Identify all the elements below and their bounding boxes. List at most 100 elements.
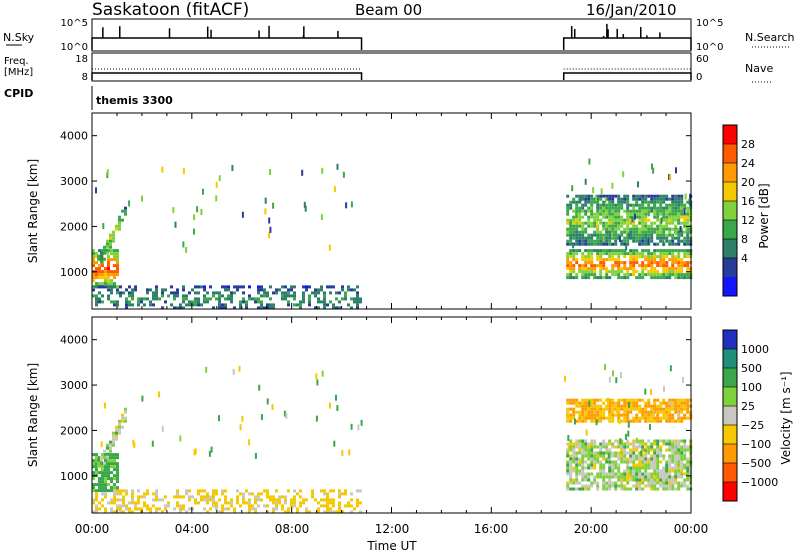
echo-cell xyxy=(647,463,651,467)
echo-cell xyxy=(617,273,621,277)
echo-cell xyxy=(193,449,196,456)
echo-cell xyxy=(278,498,281,502)
echo-cell xyxy=(680,227,684,231)
echo-cell xyxy=(638,264,642,268)
echo-cell xyxy=(632,224,636,228)
echo-cell xyxy=(599,252,603,256)
echo-cell xyxy=(602,439,606,443)
echo-cell xyxy=(686,466,690,470)
echo-cell xyxy=(581,239,585,243)
echo-cell xyxy=(287,303,290,307)
echo-cell xyxy=(596,451,600,455)
echo-cell xyxy=(596,227,600,231)
echo-cell xyxy=(683,242,687,246)
echo-cell xyxy=(98,282,101,286)
echo-cell xyxy=(623,454,627,458)
echo-cell xyxy=(617,203,621,207)
echo-cell xyxy=(200,303,203,307)
echo-cell xyxy=(109,446,112,450)
echo-cell xyxy=(572,252,576,256)
echo-cell xyxy=(95,510,98,514)
echo-cell xyxy=(323,489,326,493)
echo-cell xyxy=(632,484,636,488)
echo-cell xyxy=(263,504,266,508)
echo-cell xyxy=(629,466,633,470)
echo-cell xyxy=(605,206,609,210)
echo-cell xyxy=(569,401,573,405)
echo-cell xyxy=(182,285,185,289)
echo-cell xyxy=(647,227,651,231)
echo-cell xyxy=(314,306,317,310)
echo-cell xyxy=(299,495,302,499)
echo-cell xyxy=(326,498,329,502)
echo-cell xyxy=(596,398,600,402)
echo-cell xyxy=(647,270,651,274)
echo-cell xyxy=(659,258,663,262)
echo-cell xyxy=(659,261,663,265)
echo-cell xyxy=(95,507,98,511)
echo-cell xyxy=(566,261,570,265)
echo-cell xyxy=(212,306,215,310)
echo-cell xyxy=(668,258,672,262)
echo-cell xyxy=(112,431,115,435)
echo-cell xyxy=(590,413,594,417)
echo-cell xyxy=(614,481,618,485)
echo-cell xyxy=(110,501,113,505)
echo-cell xyxy=(599,236,603,240)
echo-cell xyxy=(602,212,606,216)
echo-cell xyxy=(572,200,576,204)
echo-cell xyxy=(578,209,582,213)
echo-cell xyxy=(106,443,109,447)
echo-cell xyxy=(590,239,594,243)
echo-cell xyxy=(332,504,335,508)
echo-cell xyxy=(254,297,257,301)
echo-cell xyxy=(593,442,597,446)
echo-cell xyxy=(647,200,651,204)
echo-cell xyxy=(593,200,597,204)
echo-cell xyxy=(593,270,597,274)
echo-cell xyxy=(665,407,669,411)
echo-cell xyxy=(653,276,657,280)
echo-cell xyxy=(665,227,669,231)
echo-cell xyxy=(629,264,633,268)
echo-cell xyxy=(107,273,110,277)
echo-cell xyxy=(671,206,675,210)
echo-cell xyxy=(662,200,666,204)
echo-cell xyxy=(607,452,610,459)
echo-cell xyxy=(146,288,149,292)
echo-cell xyxy=(602,264,606,268)
echo-cell xyxy=(653,401,657,405)
echo-cell xyxy=(134,504,137,508)
echo-cell xyxy=(584,249,588,253)
echo-cell xyxy=(590,466,594,470)
echo-cell xyxy=(596,249,600,253)
echo-cell xyxy=(596,419,600,423)
echo-cell xyxy=(623,239,627,243)
echo-cell xyxy=(662,267,666,271)
echo-cell xyxy=(104,270,107,274)
echo-cell xyxy=(674,404,678,408)
echo-cell xyxy=(110,489,113,493)
echo-cell xyxy=(119,294,122,298)
echo-cell xyxy=(113,501,116,505)
echo-cell xyxy=(572,267,576,271)
echo-cell xyxy=(578,469,582,473)
echo-cell xyxy=(623,457,627,461)
echo-cell xyxy=(122,291,125,295)
echo-cell xyxy=(674,457,678,461)
echo-cell xyxy=(221,489,224,493)
echo-cell xyxy=(668,466,672,470)
echo-cell xyxy=(620,197,624,201)
echo-cell xyxy=(623,448,627,452)
echo-cell xyxy=(584,466,588,470)
echo-cell xyxy=(191,495,194,499)
echo-cell xyxy=(644,388,647,395)
echo-cell xyxy=(596,487,600,491)
echo-cell xyxy=(113,282,116,286)
echo-cell xyxy=(272,303,275,307)
echo-cell xyxy=(110,510,113,514)
echo-cell xyxy=(587,267,591,271)
echo-cell xyxy=(632,454,636,458)
echo-cell xyxy=(665,267,669,271)
echo-cell xyxy=(188,300,191,304)
